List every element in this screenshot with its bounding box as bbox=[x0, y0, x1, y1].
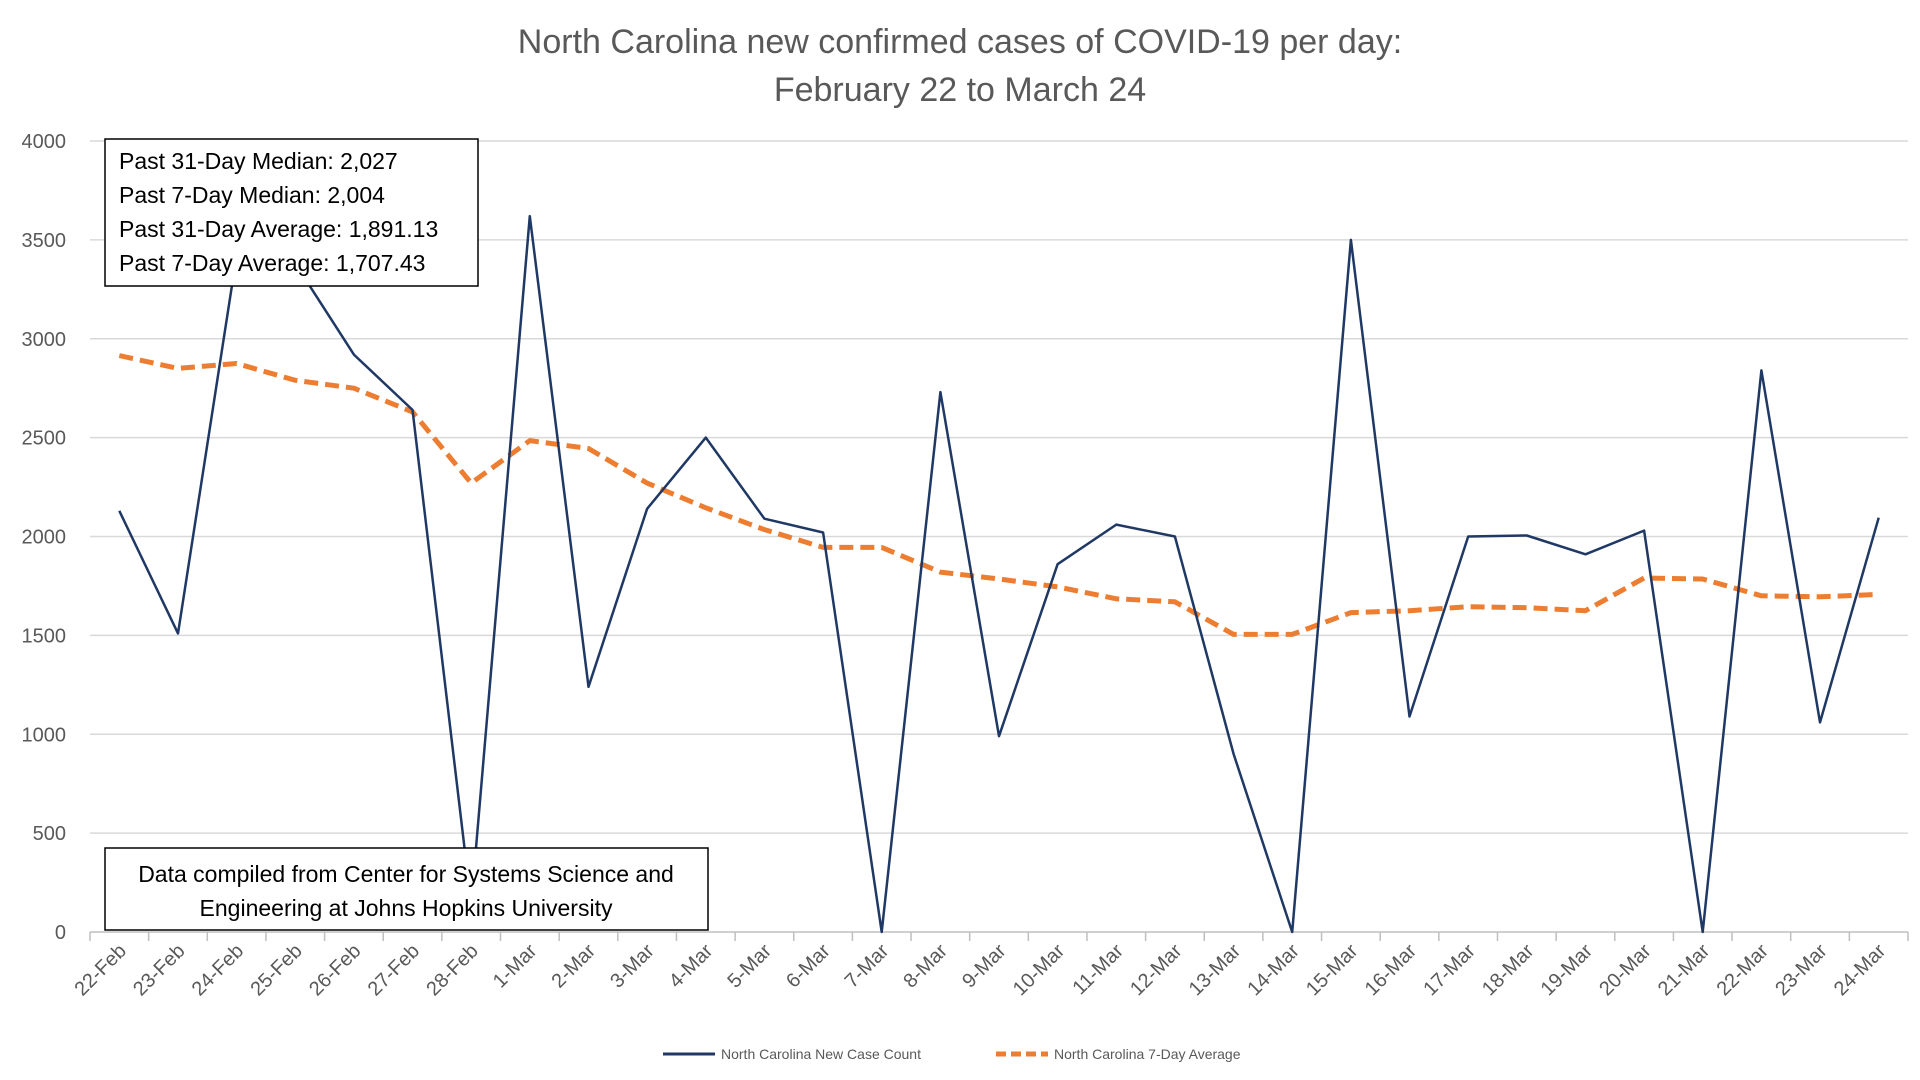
x-tick-label: 21-Mar bbox=[1654, 940, 1715, 1001]
x-tick-label: 27-Feb bbox=[364, 940, 424, 1000]
x-tick-label: 6-Mar bbox=[782, 940, 835, 993]
y-tick-label: 1000 bbox=[22, 724, 67, 746]
x-tick-label: 22-Feb bbox=[70, 940, 130, 1000]
stats-box-line: Past 31-Day Median: 2,027 bbox=[119, 148, 398, 174]
x-tick-label: 1-Mar bbox=[489, 940, 542, 993]
x-tick-label: 28-Feb bbox=[422, 940, 482, 1000]
x-tick-label: 5-Mar bbox=[723, 940, 776, 993]
y-tick-label: 0 bbox=[55, 922, 66, 944]
x-tick-label: 8-Mar bbox=[899, 940, 952, 993]
y-tick-label: 1500 bbox=[22, 625, 67, 647]
y-axis: 0 500 1000 1500 2000 2500 3000 3500 4000 bbox=[22, 131, 67, 944]
x-tick-label: 23-Feb bbox=[129, 940, 189, 1000]
x-tick-label: 13-Mar bbox=[1185, 940, 1246, 1001]
x-tick-label: 2-Mar bbox=[548, 940, 601, 993]
stats-box-frame bbox=[104, 138, 479, 287]
x-tick-label: 23-Mar bbox=[1771, 940, 1832, 1001]
stats-box: Past 31-Day Median: 2,027 Past 7-Day Medi… bbox=[104, 138, 479, 287]
x-tick-label: 17-Mar bbox=[1419, 940, 1480, 1001]
source-box-frame bbox=[104, 847, 709, 931]
x-tick-label: 20-Mar bbox=[1595, 940, 1656, 1001]
x-tick-label: 3-Mar bbox=[606, 940, 659, 993]
x-tick-label: 19-Mar bbox=[1537, 940, 1598, 1001]
y-tick-label: 2500 bbox=[22, 428, 67, 450]
x-tick-label: 11-Mar bbox=[1069, 940, 1129, 1000]
series-lines bbox=[118, 214, 1880, 934]
x-tick-label: 16-Mar bbox=[1361, 940, 1422, 1001]
legend-label-new-case-count: North Carolina New Case Count bbox=[721, 1046, 921, 1062]
y-tick-label: 2000 bbox=[22, 527, 67, 549]
legend: North Carolina New Case Count North Carol… bbox=[663, 1046, 1241, 1062]
x-tick-label: 4-Mar bbox=[665, 940, 718, 993]
legend-label-7-day-average: North Carolina 7-Day Average bbox=[1054, 1046, 1241, 1062]
y-tick-label: 3500 bbox=[22, 230, 67, 252]
x-tick-label: 26-Feb bbox=[305, 940, 365, 1000]
y-tick-label: 4000 bbox=[22, 131, 67, 153]
x-tick-label: 24-Mar bbox=[1830, 940, 1891, 1001]
series-line-7-day-average bbox=[118, 353, 1879, 637]
chart-title: North Carolina new confirmed cases of CO… bbox=[518, 23, 1402, 61]
stats-box-line: Past 7-Day Average: 1,707.43 bbox=[119, 250, 425, 276]
gridlines bbox=[90, 140, 1908, 933]
y-tick-label: 3000 bbox=[22, 329, 67, 351]
source-box: Data compiled from Center for Systems Sc… bbox=[104, 847, 709, 931]
source-box-line: Engineering at Johns Hopkins University bbox=[200, 895, 613, 921]
y-tick-label: 500 bbox=[33, 823, 66, 845]
stats-box-line: Past 7-Day Median: 2,004 bbox=[119, 182, 385, 208]
x-tick-label: 22-Mar bbox=[1713, 940, 1774, 1001]
series-line-new-case-count bbox=[118, 214, 1880, 934]
x-tick-label: 24-Feb bbox=[188, 940, 248, 1000]
x-tick-label: 18-Mar bbox=[1478, 940, 1539, 1001]
x-axis: 22-Feb23-Feb24-Feb25-Feb26-Feb27-Feb28-F… bbox=[70, 932, 1909, 1001]
x-tick-label: 14-Mar bbox=[1243, 940, 1304, 1001]
x-tick-label: 15-Mar bbox=[1302, 940, 1363, 1001]
x-tick-label: 10-Mar bbox=[1009, 940, 1070, 1001]
x-tick-label: 7-Mar bbox=[841, 940, 894, 993]
x-tick-label: 25-Feb bbox=[246, 940, 306, 1000]
stats-box-line: Past 31-Day Average: 1,891.13 bbox=[119, 216, 438, 242]
source-box-line: Data compiled from Center for Systems Sc… bbox=[138, 861, 674, 887]
x-tick-label: 12-Mar bbox=[1126, 940, 1187, 1001]
x-tick-label: 9-Mar bbox=[958, 940, 1011, 993]
chart-subtitle: February 22 to March 24 bbox=[774, 71, 1146, 109]
